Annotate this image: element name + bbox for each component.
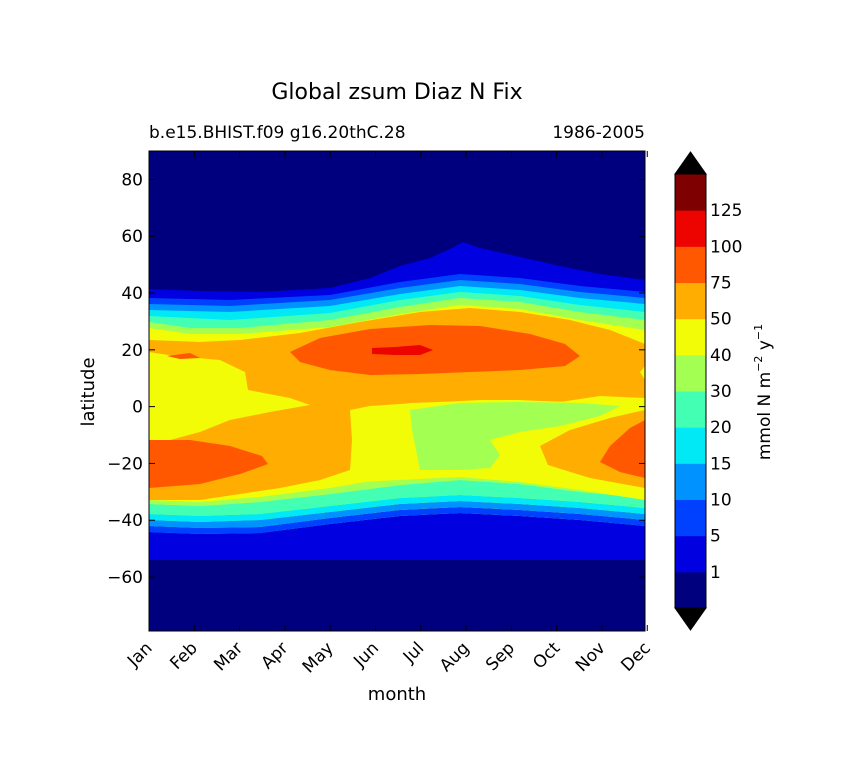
contour-field bbox=[149, 151, 645, 631]
y-tick-label: 0 bbox=[132, 398, 143, 418]
contour-level-4s bbox=[149, 501, 645, 528]
colorbar-swatch bbox=[675, 174, 706, 211]
chart-title: Global zsum Diaz N Fix bbox=[271, 80, 522, 105]
colorbar-label: mmol N m−2 y−1 bbox=[752, 324, 775, 460]
colorbar-swatch bbox=[675, 391, 706, 428]
contour-level-3s bbox=[149, 507, 645, 534]
colorbar-swatch bbox=[675, 535, 706, 573]
contour-level-5s bbox=[149, 495, 645, 522]
colorbar-tick-label: 15 bbox=[710, 454, 732, 474]
colorbar-tick-label: 10 bbox=[710, 491, 732, 511]
colorbar-swatch bbox=[675, 282, 706, 320]
colorbar-extend-min bbox=[674, 607, 707, 631]
colorbar-swatch bbox=[675, 499, 706, 537]
x-axis-label: month bbox=[368, 684, 426, 705]
y-tick-label: −20 bbox=[107, 454, 143, 474]
x-tick-label: Dec bbox=[617, 638, 654, 675]
x-tick-label: Sep bbox=[482, 638, 519, 675]
colorbar-tick-label: 1 bbox=[710, 563, 721, 583]
colorbar-tick-label: 50 bbox=[710, 310, 732, 330]
x-tick-label: Jun bbox=[349, 638, 383, 672]
colorbar-swatch bbox=[675, 246, 706, 283]
colorbar-swatch bbox=[675, 210, 706, 247]
chart-subtitle-right: 1986-2005 bbox=[552, 123, 645, 143]
y-tick-label: 80 bbox=[121, 170, 143, 190]
contour-level-10 bbox=[372, 345, 433, 355]
colorbar-swatch bbox=[675, 571, 706, 609]
y-tick-label: −60 bbox=[107, 568, 143, 588]
contour-level-9-sw bbox=[149, 440, 268, 488]
colorbar-frame bbox=[674, 173, 707, 609]
x-tick-label: Nov bbox=[572, 638, 610, 676]
x-tick-label: May bbox=[299, 638, 338, 677]
colorbar-label-exp1: −2 bbox=[752, 356, 765, 372]
contour-level-6s bbox=[149, 480, 645, 516]
x-tick-label: Mar bbox=[210, 638, 247, 675]
plot-frame bbox=[148, 150, 646, 632]
x-tick-label: Aug bbox=[436, 638, 474, 676]
colorbar-swatch bbox=[675, 318, 706, 356]
y-tick-label: −40 bbox=[107, 511, 143, 531]
colorbar-tick-label: 20 bbox=[710, 418, 732, 438]
colorbar-label-mid: y bbox=[755, 340, 775, 355]
colorbar-label-main: mmol N m bbox=[755, 372, 775, 460]
x-tick-label: Jul bbox=[399, 638, 428, 667]
contour-level-9b bbox=[167, 353, 200, 359]
colorbar-tick-label: 30 bbox=[710, 382, 732, 402]
y-axis-label: latitude bbox=[78, 357, 99, 426]
colorbar-tick-label: 125 bbox=[710, 201, 742, 221]
y-tick-label: 20 bbox=[121, 341, 143, 361]
y-tick-label: 40 bbox=[121, 284, 143, 304]
contour-green-south bbox=[410, 402, 620, 470]
colorbar-tick-label: 100 bbox=[710, 237, 742, 257]
y-tick-label: 60 bbox=[121, 227, 143, 247]
colorbar-extend-max bbox=[674, 151, 707, 175]
y-axis: −60 −40 −20 0 20 40 60 80 bbox=[107, 170, 645, 588]
contour-level-2s bbox=[149, 513, 645, 560]
chart-subtitle-left: b.e15.BHIST.f09 g16.20thC.28 bbox=[149, 123, 406, 143]
colorbar-label-exp2: −1 bbox=[752, 324, 765, 340]
x-tick-label: Feb bbox=[166, 638, 201, 673]
colorbar-swatch bbox=[675, 427, 706, 464]
contour-level-9-se bbox=[600, 420, 645, 478]
x-tick-label: Oct bbox=[529, 638, 564, 673]
colorbar-tick-label: 40 bbox=[710, 346, 732, 366]
contour-yellow-west bbox=[149, 352, 310, 442]
colorbar-swatch bbox=[675, 354, 706, 392]
contour-yellow-east bbox=[640, 366, 645, 380]
colorbar-tick-label: 5 bbox=[710, 527, 721, 547]
colorbar-tick-label: 75 bbox=[710, 274, 732, 294]
x-tick-label: Jan bbox=[123, 638, 156, 671]
x-tick-label: Apr bbox=[257, 638, 292, 673]
colorbar-swatch bbox=[675, 463, 706, 500]
contour-level-9 bbox=[290, 325, 580, 375]
